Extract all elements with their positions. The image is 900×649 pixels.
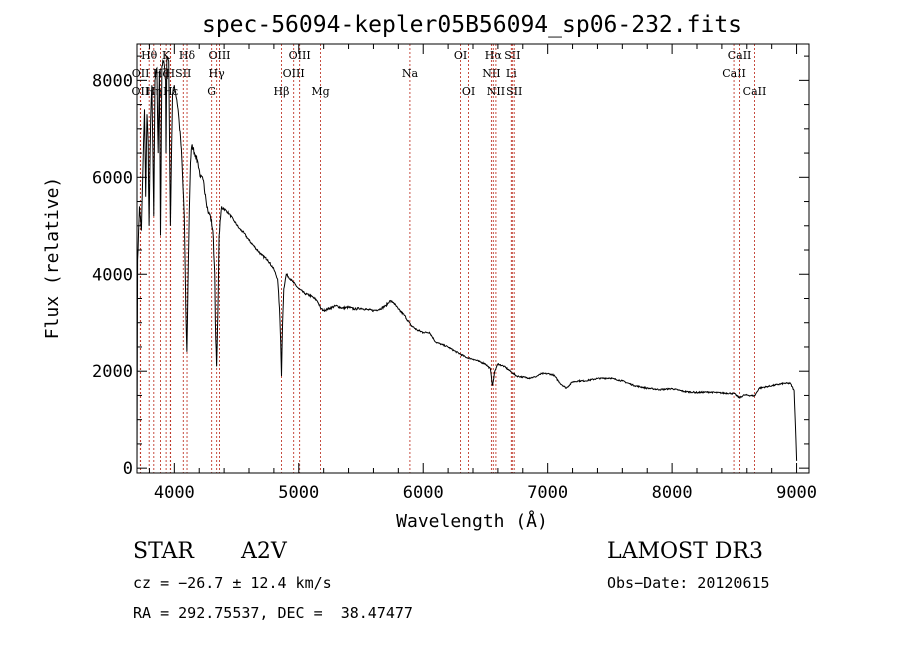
plot-frame xyxy=(136,43,810,474)
emission-line-label: CaII xyxy=(722,67,746,80)
chart-title: spec-56094-kepler05B56094_sp06-232.fits xyxy=(202,12,742,38)
y-tick-label: 8000 xyxy=(92,71,133,91)
x-tick-label: 9000 xyxy=(776,483,817,503)
y-tick-label: 0 xyxy=(123,459,133,479)
emission-line-label: SII xyxy=(506,85,522,98)
y-axis-label: Flux (relative) xyxy=(42,177,63,340)
y-tick-label: 4000 xyxy=(92,265,133,285)
y-tick-label: 2000 xyxy=(92,362,133,382)
emission-line-label: Hδ xyxy=(179,49,196,62)
emission-line-label: OI xyxy=(462,85,475,98)
x-tick-label: 5000 xyxy=(278,483,319,503)
emission-line-label: OIII xyxy=(283,67,305,80)
spectrum-line xyxy=(136,55,798,469)
x-tick-label: 8000 xyxy=(652,483,693,503)
axis-ticks: 4000 5000 6000 7000 8000 9000 0 2000 4000 6000 800… xyxy=(92,44,817,503)
emission-line-label: Na xyxy=(402,67,419,80)
emission-line-label: Hβ xyxy=(274,85,290,98)
emission-line-label: Hθ xyxy=(141,49,158,62)
x-tick-label: 6000 xyxy=(403,483,444,503)
emission-line-label: OIII xyxy=(208,49,230,62)
emission-lines: OIIOIIHθHηHζKHHεSIIHδGHγOIIIHβOIIIOIIIMg… xyxy=(132,44,767,473)
emission-line-label: CaII xyxy=(728,49,752,62)
object-class: STAR xyxy=(133,539,194,564)
emission-line-label: SII xyxy=(175,67,191,80)
emission-line-label: OI xyxy=(454,49,467,62)
spectrum-layer xyxy=(136,55,798,469)
emission-line-label: K xyxy=(162,49,171,62)
emission-line-label: Hγ xyxy=(209,67,226,80)
y-tick-label: 6000 xyxy=(92,168,133,188)
x-axis-label: Wavelength (Å) xyxy=(396,510,548,532)
emission-line-label: NII xyxy=(487,85,505,98)
emission-line-label: SII xyxy=(504,49,520,62)
emission-line-label: CaII xyxy=(743,85,767,98)
survey-name: LAMOST DR3 xyxy=(607,539,763,564)
emission-line-label: Hα xyxy=(485,49,503,62)
emission-line-label: Li xyxy=(506,67,517,80)
emission-line-label: Mg xyxy=(311,85,329,98)
object-subclass: A2V xyxy=(241,539,287,564)
emission-line-label: OIII xyxy=(289,49,311,62)
ra-dec-coordinates: RA = 292.75537, DEC = 38.47477 xyxy=(133,604,413,622)
emission-line-label: NII xyxy=(482,67,500,80)
emission-line-label: OII xyxy=(132,85,150,98)
emission-line-label: G xyxy=(207,85,216,98)
emission-line-label: OII xyxy=(132,67,150,80)
redshift-velocity: cz = −26.7 ± 12.4 km/s xyxy=(133,574,332,592)
emission-line-label: Hη xyxy=(146,85,162,98)
x-tick-label: 7000 xyxy=(527,483,568,503)
x-tick-label: 4000 xyxy=(154,483,195,503)
observation-date: Obs−Date: 20120615 xyxy=(607,574,770,592)
